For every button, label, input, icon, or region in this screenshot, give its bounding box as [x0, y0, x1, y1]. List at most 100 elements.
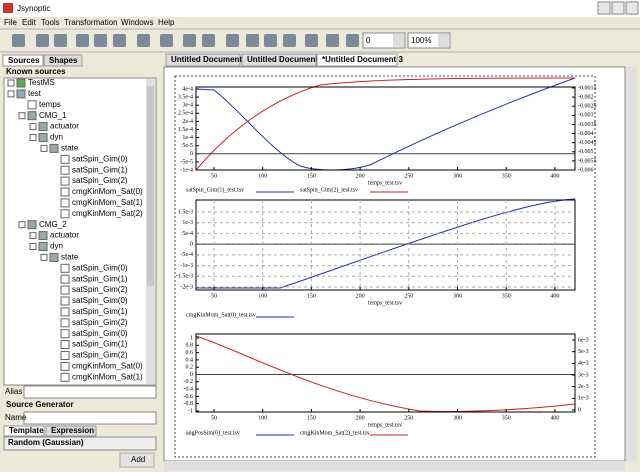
tree-item[interactable]: satSpin_Gim(0) [72, 329, 128, 338]
page-dropdown[interactable] [393, 34, 404, 47]
tree-item[interactable]: satSpin_Gim(2) [72, 318, 128, 327]
generator-tab-label[interactable]: Expression [51, 426, 94, 435]
toolbar-icon[interactable] [54, 34, 67, 47]
toolbar-icon[interactable] [202, 34, 215, 47]
tree-item[interactable]: satSpin_Gim(2) [72, 176, 128, 185]
tree-item[interactable]: dyn [50, 133, 63, 142]
expand-toggle[interactable] [7, 79, 15, 87]
expand-toggle[interactable] [29, 134, 37, 141]
document-tab-label[interactable]: *Untitled Document 3 [322, 55, 403, 64]
toolbar-icon[interactable] [264, 34, 277, 47]
app-icon [3, 3, 13, 13]
tree-item[interactable]: satSpin_Gim(1) [72, 274, 128, 283]
tree-item[interactable]: temps [39, 100, 61, 109]
generator-tab[interactable] [45, 425, 97, 437]
menu-item[interactable]: Help [158, 18, 175, 27]
close-button[interactable] [625, 1, 639, 15]
tree-item[interactable]: cmgKinMom_Sat(2) [72, 209, 143, 218]
zoom-value[interactable]: 100% [411, 36, 431, 45]
panel-tab-label[interactable]: Sources [8, 56, 40, 65]
toolbar-icon[interactable] [183, 34, 196, 47]
document-tab-label[interactable]: Untitled Document 1 [171, 55, 249, 64]
tree-item[interactable]: cmgKinMom_Sat(0) [72, 362, 143, 371]
document-tab-label[interactable]: Untitled Document 2 [247, 55, 325, 64]
tree-item[interactable]: state [61, 144, 79, 153]
toolbar-icon[interactable] [283, 34, 296, 47]
toolbar-icon[interactable] [76, 34, 89, 47]
toolbar-icon[interactable] [36, 34, 49, 47]
page-field-value[interactable]: 0 [366, 36, 371, 45]
menu-item[interactable]: File [4, 18, 17, 27]
selection-frame [174, 75, 596, 458]
tree-item[interactable]: cmgKinMom_Sat(1) [72, 198, 143, 207]
toolbar-icon[interactable] [326, 34, 339, 47]
expand-toggle[interactable] [29, 243, 37, 250]
tree-item[interactable]: CMG_1 [39, 111, 67, 120]
maximize-button[interactable] [611, 1, 625, 15]
legend-label: cmgKinMom_Sat(2)_test.tsv [300, 429, 370, 436]
toolbar-icon[interactable] [113, 34, 126, 47]
add-button-label[interactable]: Add [131, 455, 145, 464]
name-field[interactable] [23, 411, 157, 425]
tree-item[interactable]: satSpin_Gim(0) [72, 154, 128, 163]
x-tick-label: 350 [502, 173, 511, 179]
tree-item[interactable]: actuator [50, 122, 79, 131]
document-tab[interactable] [165, 53, 241, 67]
tree-item[interactable]: satSpin_Gim(1) [72, 340, 128, 349]
menu-item[interactable]: Tools [41, 18, 60, 27]
y-tick-label: 1 [190, 335, 193, 341]
template-combo[interactable] [3, 436, 157, 451]
tree-item[interactable]: actuator [50, 231, 79, 240]
toolbar-icon[interactable] [226, 34, 239, 47]
minimize-button[interactable] [597, 1, 611, 15]
toolbar-icon[interactable] [346, 34, 359, 47]
tree-item[interactable]: satSpin_Gim(0) [72, 296, 128, 305]
tree-item[interactable]: satSpin_Gim(1) [72, 165, 128, 174]
menu-item[interactable]: Transformation [64, 18, 118, 27]
expand-toggle[interactable] [40, 253, 48, 261]
y-tick-label: 1e-4 [182, 135, 193, 141]
expand-toggle[interactable] [29, 123, 37, 131]
tree-item[interactable]: state [61, 253, 79, 262]
tree-item[interactable]: dyn [50, 242, 63, 251]
expand-toggle[interactable] [40, 144, 48, 152]
tree-item[interactable]: CMG_2 [39, 220, 67, 229]
tree-item[interactable]: satSpin_Gim(2) [72, 351, 128, 360]
zoom-dropdown[interactable] [438, 34, 449, 47]
template-value[interactable]: Random (Gaussian) [8, 438, 84, 447]
horizontal-scrollbar[interactable] [164, 461, 625, 471]
expand-toggle[interactable] [18, 112, 26, 120]
generator-tab[interactable] [3, 425, 45, 437]
toolbar-icon[interactable] [160, 34, 173, 47]
document-tab[interactable] [241, 53, 317, 67]
document-tab[interactable] [316, 53, 398, 67]
tree-item[interactable]: test [28, 89, 42, 98]
tree-item[interactable]: cmgKinMom_Sat(0) [72, 187, 143, 196]
panel-tab[interactable] [2, 54, 44, 67]
tree-scroll-thumb[interactable] [147, 86, 154, 286]
folder-icon [16, 89, 26, 99]
toolbar-icon[interactable] [137, 34, 150, 47]
expand-toggle[interactable] [7, 90, 15, 98]
toolbar-icon[interactable] [12, 34, 25, 47]
tree-item[interactable]: cmgKinMom_Sat(1) [72, 372, 143, 381]
tree-item[interactable]: satSpin_Gim(0) [72, 263, 128, 272]
generator-tab-label[interactable]: Template [9, 426, 44, 435]
panel-tab-label[interactable]: Shapes [49, 56, 78, 65]
toolbar-icon[interactable] [94, 34, 107, 47]
toolbar-icon[interactable] [246, 34, 259, 47]
alias-field[interactable] [23, 385, 157, 399]
menu-item[interactable]: Edit [22, 18, 37, 27]
vertical-scrollbar[interactable] [626, 67, 637, 461]
x-tick-label: 350 [502, 415, 511, 421]
toolbar-icon[interactable] [305, 34, 318, 47]
panel-tab[interactable] [43, 54, 83, 67]
tree-item[interactable]: TestMS [28, 78, 55, 87]
tree-item[interactable]: satSpin_Gim(1) [72, 307, 128, 316]
menu-item[interactable]: Windows [121, 18, 153, 27]
expand-toggle[interactable] [29, 232, 37, 240]
expand-toggle[interactable] [18, 221, 26, 229]
curve [196, 198, 576, 289]
add-button[interactable] [119, 452, 155, 468]
tree-item[interactable]: satSpin_Gim(2) [72, 285, 128, 294]
